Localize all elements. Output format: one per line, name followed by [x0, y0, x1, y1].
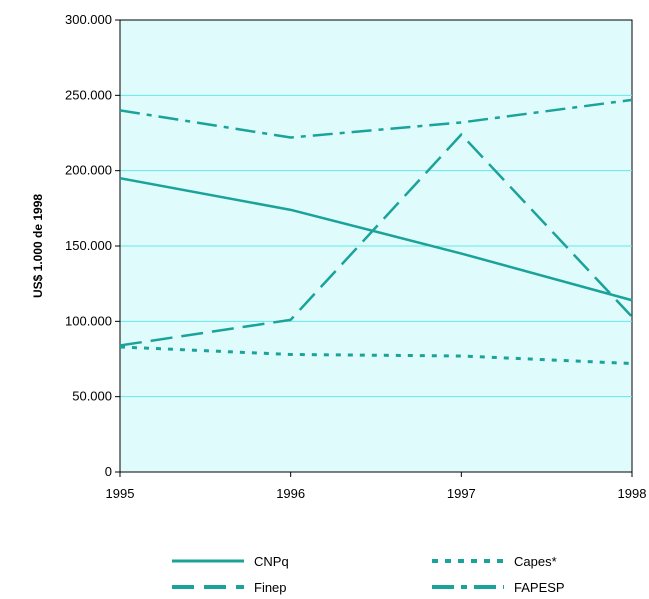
y-tick-label: 0: [105, 464, 112, 479]
gridlines: [120, 94, 632, 398]
x-tick-label: 1996: [276, 486, 305, 501]
y-axis-label: US$ 1.000 de 1998: [31, 194, 45, 298]
y-tick-label: 250.000: [65, 87, 112, 102]
y-tick-label: 150.000: [65, 238, 112, 253]
series-group: [119, 98, 633, 366]
y-tick-label: 50.000: [72, 389, 112, 404]
x-tick-label: 1995: [106, 486, 135, 501]
y-tick-label: 200.000: [65, 163, 112, 178]
x-tick-label: 1998: [618, 486, 647, 501]
x-axis-ticks: 1995 1996 1997 1998: [106, 472, 647, 501]
legend: CNPq Finep Capes* FAPESP: [172, 554, 565, 595]
series-line-cnpq: [119, 176, 633, 302]
legend-label: Finep: [254, 580, 287, 595]
y-axis-ticks: 0 50.000 100.000 150.000 200.000 250.000 300.0…: [65, 12, 120, 479]
legend-label: Capes*: [514, 554, 557, 569]
legend-label: CNPq: [254, 554, 289, 569]
series-line-finep: [119, 133, 633, 347]
series-line-capes: [119, 345, 633, 366]
series-line-fapesp: [119, 98, 633, 139]
y-tick-label: 300.000: [65, 12, 112, 27]
x-tick-label: 1997: [447, 486, 476, 501]
legend-label: FAPESP: [514, 580, 565, 595]
y-tick-label: 100.000: [65, 313, 112, 328]
